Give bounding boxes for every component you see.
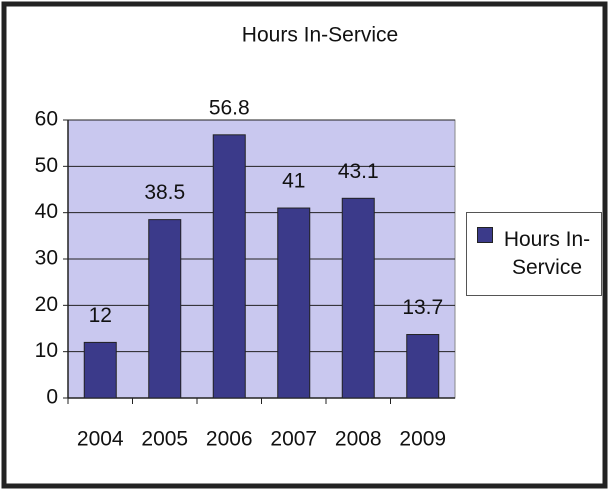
- x-tick-label: 2005: [141, 428, 188, 451]
- legend-swatch: [477, 227, 493, 243]
- legend-label: Hours In-Service: [503, 228, 591, 279]
- data-label: 12: [89, 304, 112, 327]
- y-tick-label: 10: [35, 339, 58, 362]
- x-tick-label: 2007: [270, 428, 317, 451]
- x-tick-label: 2009: [399, 428, 446, 451]
- bar: [341, 197, 375, 399]
- data-label: 43.1: [338, 160, 379, 183]
- y-tick-label: 50: [35, 154, 58, 177]
- data-label: 56.8: [209, 96, 250, 119]
- y-tick-label: 0: [46, 386, 58, 409]
- y-tick-label: 30: [35, 247, 58, 270]
- y-tick-label: 60: [35, 108, 58, 131]
- data-label: 13.7: [402, 296, 443, 319]
- bar: [212, 134, 246, 399]
- x-tick-label: 2004: [77, 428, 124, 451]
- y-tick-label: 40: [35, 200, 58, 223]
- legend: Hours In-Service: [466, 212, 602, 296]
- data-label: 38.5: [144, 181, 185, 204]
- bar: [277, 207, 311, 399]
- bar: [406, 334, 440, 399]
- chart-title: Hours In-Service: [242, 24, 398, 47]
- data-label: 41: [282, 170, 305, 193]
- x-tick-label: 2008: [335, 428, 382, 451]
- y-tick-label: 20: [35, 293, 58, 316]
- x-tick-label: 2006: [206, 428, 253, 451]
- bar: [83, 341, 117, 399]
- bar: [148, 219, 182, 399]
